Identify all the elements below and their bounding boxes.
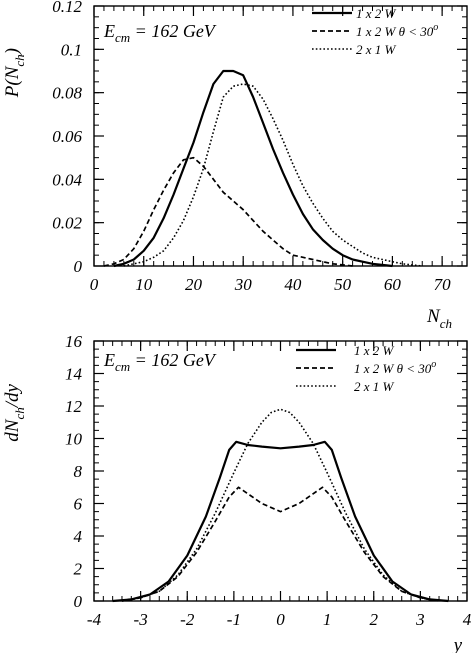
legend: 1 x 2 W1 x 2 W θ < 30o 2 x 1 W xyxy=(296,343,436,394)
y-tick-label: 0.12 xyxy=(52,0,82,16)
y-tick-label: 12 xyxy=(65,397,83,416)
y-tick-label: 0.02 xyxy=(52,214,82,233)
x-tick-label: 1 xyxy=(323,610,332,629)
x-tick-label: 20 xyxy=(185,275,203,294)
legend: 1 x 2 W1 x 2 W θ < 30o 2 x 1 W xyxy=(312,6,438,57)
energy-annotation: Ecm = 162 GeV xyxy=(103,350,217,374)
x-tick-label: 3 xyxy=(415,610,425,629)
series-line-1 xyxy=(112,440,449,603)
x-tick-label: 60 xyxy=(384,275,402,294)
y-axis-label: P(Nch) xyxy=(2,48,27,98)
x-tick-label: 50 xyxy=(334,275,352,294)
x-tick-label: 30 xyxy=(234,275,253,294)
y-tick-label: 2 xyxy=(74,560,83,579)
x-axis-label: Nch xyxy=(426,306,452,331)
y-tick-label: 0.06 xyxy=(52,127,82,146)
x-tick-label: 0 xyxy=(90,275,99,294)
series-line-2 xyxy=(103,156,353,267)
x-tick-label: 0 xyxy=(276,610,285,629)
series-line-3 xyxy=(123,83,423,267)
legend-label-2: 1 x 2 W θ < 30o xyxy=(356,22,438,39)
y-tick-label: 0.1 xyxy=(61,40,82,59)
x-tick-label: 4 xyxy=(463,610,472,629)
x-tick-label: 70 xyxy=(434,275,452,294)
y-axis-label: dNch/dy xyxy=(2,383,27,441)
y-tick-label: 4 xyxy=(74,527,83,546)
legend-label-3: 2 x 1 W xyxy=(354,379,395,394)
x-tick-label: -2 xyxy=(180,610,195,629)
x-tick-label: -1 xyxy=(227,610,241,629)
y-tick-label: 0.04 xyxy=(52,170,82,189)
legend-label-3: 2 x 1 W xyxy=(356,42,397,57)
legend-label-1: 1 x 2 W xyxy=(356,6,397,21)
y-tick-label: 14 xyxy=(65,365,83,384)
y-tick-label: 0 xyxy=(74,592,83,611)
x-tick-label: -4 xyxy=(87,610,102,629)
energy-annotation: Ecm = 162 GeV xyxy=(103,21,217,45)
plot-frame xyxy=(93,340,468,602)
y-tick-label: 8 xyxy=(74,462,83,481)
series-line-3 xyxy=(121,408,440,602)
y-tick-label: 6 xyxy=(74,495,83,514)
x-axis-label: y xyxy=(452,635,463,653)
y-tick-label: 10 xyxy=(65,430,83,449)
legend-label-1: 1 x 2 W xyxy=(354,343,395,358)
legend-label-2: 1 x 2 W θ < 30o xyxy=(354,359,436,376)
x-tick-label: 2 xyxy=(370,610,379,629)
chart-panel-1: 0 10 20 30 40 50 60 70 0 0.02 0.04 0.06 0.08 0.1 0.12 1… xyxy=(2,0,468,331)
series-line-2 xyxy=(121,486,440,602)
x-tick-label: 40 xyxy=(284,275,302,294)
y-tick-label: 16 xyxy=(65,332,83,351)
y-tick-label: 0 xyxy=(74,257,83,276)
y-tick-label: 0.08 xyxy=(52,84,82,103)
x-tick-label: 10 xyxy=(135,275,153,294)
x-tick-label: -3 xyxy=(134,610,148,629)
series-line-1 xyxy=(113,69,393,268)
